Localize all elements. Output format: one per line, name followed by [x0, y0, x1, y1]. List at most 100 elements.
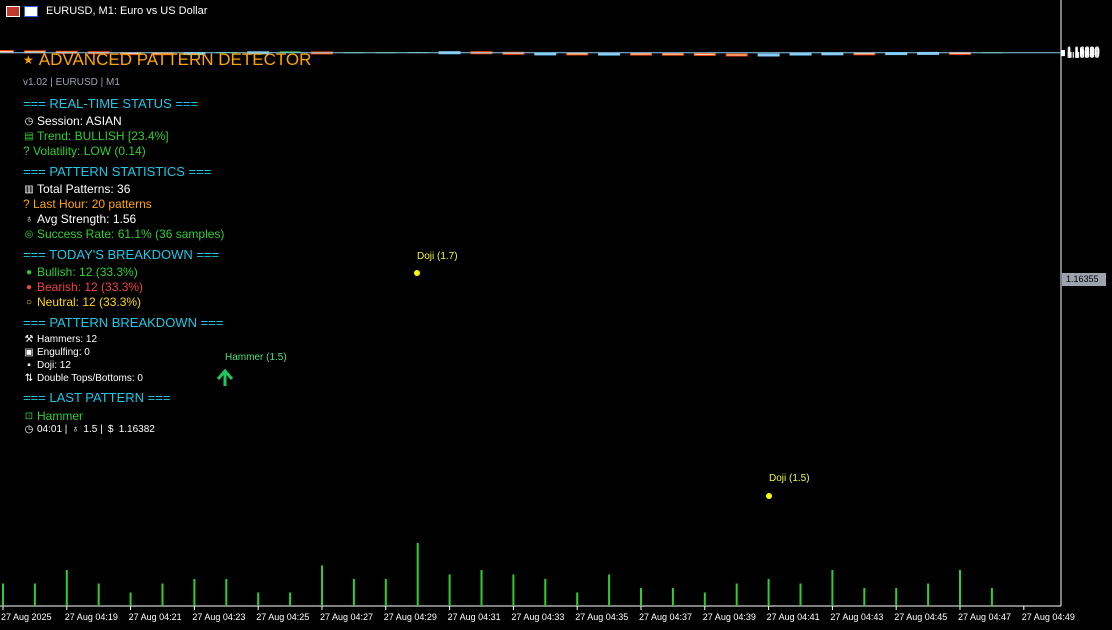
doji-marker-1: [414, 270, 420, 276]
doji-pattern-label-1: Doji (1.7): [417, 251, 458, 262]
strength-icon-2: ♁: [71, 424, 80, 435]
green-circle-icon: ●: [25, 266, 33, 278]
time-tick-label: 27 Aug 04:43: [830, 612, 884, 622]
chart-window-icon[interactable]: [6, 5, 20, 17]
candle: [661, 52, 684, 56]
yellow-circle-icon: ○: [25, 296, 33, 308]
candle: [757, 53, 780, 57]
doji-row: ▪ Doji: 12: [23, 360, 71, 371]
clock-icon: ◷: [24, 115, 34, 127]
time-tick-label: 27 Aug 04:25: [256, 612, 310, 622]
bearish-row: ● Bearish: 12 (33.3%): [23, 280, 143, 294]
doji-text: Doji: 12: [37, 360, 71, 371]
price-tick-label: 1.16310: [1067, 49, 1100, 60]
dollar-icon: $: [107, 424, 114, 435]
target-icon: ◎: [24, 228, 34, 240]
price-tick-label: 1.16340: [1067, 47, 1100, 58]
time-tick-label: 27 Aug 04:31: [447, 612, 501, 622]
pattern-breakdown-header: === PATTERN BREAKDOWN ===: [23, 315, 224, 330]
time-tick-label: 27 Aug 04:39: [702, 612, 756, 622]
time-tick-label: 27 Aug 2025: [1, 612, 52, 622]
candle-body: [725, 53, 748, 57]
chart-up-icon: ▤: [24, 130, 34, 142]
price-tick-label: 1.16390: [1067, 45, 1100, 55]
total-patterns-text: Total Patterns: 36: [37, 182, 131, 196]
red-circle-icon: ●: [25, 281, 33, 293]
panel-subtitle: v1.02 | EURUSD | M1: [23, 77, 120, 88]
pattern-statistics-header: === PATTERN STATISTICS ===: [23, 164, 212, 179]
last-pattern-name-row: ⊡ Hammer: [23, 409, 83, 423]
clock-icon-2: ◷: [24, 424, 34, 435]
price-tick-label: 1.16360: [1067, 46, 1100, 57]
neutral-text: Neutral: 12 (33.3%): [37, 295, 142, 309]
volatility-text: ? Volatility: LOW (0.14): [23, 144, 146, 158]
time-tick-label: 27 Aug 04:29: [383, 612, 437, 622]
success-rate-row: ◎ Success Rate: 61.1% (36 samples): [23, 227, 225, 241]
doji-icon: ▪: [27, 360, 31, 371]
engulfing-icon: ▣: [24, 347, 34, 358]
volume-bars: [2, 543, 993, 606]
price-tick-label: 1.16300: [1067, 49, 1100, 60]
time-tick-label: 27 Aug 04:23: [192, 612, 246, 622]
panel-title-row: ★ ADVANCED PATTERN DETECTOR: [23, 50, 311, 70]
price-tick-label: 1.16370: [1067, 46, 1100, 57]
bullish-row: ● Bullish: 12 (33.3%): [23, 265, 138, 279]
hammers-text: Hammers: 12: [37, 334, 98, 345]
bullish-text: Bullish: 12 (33.3%): [37, 265, 138, 279]
double-row: ⇅ Double Tops/Bottoms: 0: [23, 373, 143, 384]
last-hour-text: ? Last Hour: 20 patterns: [23, 197, 152, 211]
engulfing-text: Engulfing: 0: [37, 347, 90, 358]
last-pattern-header: === LAST PATTERN ===: [23, 390, 171, 405]
last-pattern-time: 04:01 |: [37, 424, 68, 435]
total-patterns-row: ▥ Total Patterns: 36: [23, 182, 130, 196]
bar-chart-icon: ▥: [24, 183, 34, 195]
last-pattern-price: 1.16382: [118, 424, 155, 435]
candle-body: [789, 52, 812, 56]
realtime-status-header: === REAL-TIME STATUS ===: [23, 96, 199, 111]
success-rate-text: Success Rate: 61.1% (36 samples): [37, 227, 225, 241]
last-pattern-details: ◷ 04:01 | ♁ 1.5 | $ 1.16382: [23, 424, 155, 435]
pattern-icon: ⊡: [24, 410, 34, 422]
star-icon: ★: [23, 53, 34, 67]
candle-body: [598, 52, 621, 56]
candle-body: [630, 52, 652, 56]
current-price-badge: 1.16355: [1062, 273, 1106, 286]
avg-strength-text: Avg Strength: 1.56: [37, 212, 137, 226]
engulfing-row: ▣ Engulfing: 0: [23, 347, 90, 358]
hammer-icon: ⚒: [24, 334, 34, 345]
candle: [630, 52, 652, 56]
doji-marker-2: [766, 493, 772, 499]
time-tick-label: 27 Aug 04:21: [128, 612, 182, 622]
hammer-arrow-icon: [216, 368, 234, 386]
price-tick-label: 1.16330: [1067, 48, 1100, 59]
price-ticks: [1061, 50, 1065, 57]
candle-body: [757, 53, 780, 57]
time-tick-label: 27 Aug 04:27: [320, 612, 374, 622]
panel-title: ADVANCED PATTERN DETECTOR: [38, 50, 312, 69]
candle: [789, 52, 812, 56]
candle: [725, 53, 748, 57]
time-tick-label: 27 Aug 04:33: [511, 612, 565, 622]
doji-pattern-label-2: Doji (1.5): [769, 473, 810, 484]
candle: [0, 50, 14, 54]
trend-text: Trend: BULLISH [23.4%]: [37, 129, 169, 143]
price-tick-label: 1.16380: [1067, 45, 1100, 56]
trend-row: ▤ Trend: BULLISH [23.4%]: [23, 129, 169, 143]
price-tick-label: 1.16320: [1067, 48, 1100, 59]
todays-breakdown-header: === TODAY'S BREAKDOWN ===: [23, 247, 220, 262]
price-tick-label: 1.16400: [1067, 44, 1100, 55]
time-tick-label: 27 Aug 04:35: [575, 612, 629, 622]
hammer-pattern-label: Hammer (1.5): [225, 352, 287, 363]
time-tick-label: 27 Aug 04:49: [1021, 612, 1075, 622]
session-text: Session: ASIAN: [37, 114, 122, 128]
time-tick-label: 27 Aug 04:19: [64, 612, 118, 622]
price-tick-label: 1.16350: [1067, 47, 1100, 58]
last-pattern-name: Hammer: [37, 409, 84, 423]
last-pattern-strength: 1.5 |: [83, 424, 103, 435]
candle-body: [693, 52, 716, 56]
strength-icon: ♁: [25, 213, 33, 225]
candle: [598, 52, 621, 56]
time-tick-label: 27 Aug 04:45: [894, 612, 948, 622]
chart-window-icon-2[interactable]: [24, 5, 38, 17]
